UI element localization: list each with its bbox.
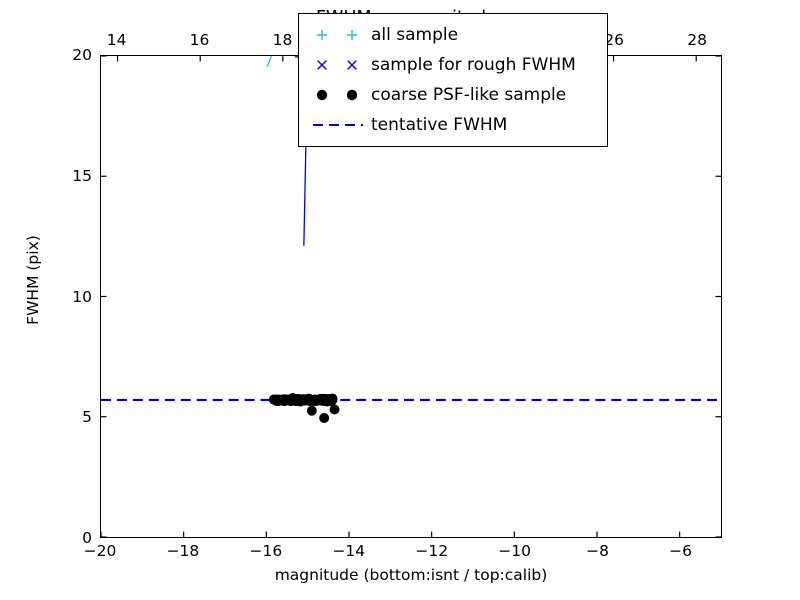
series-coarse-psf-sample	[268, 392, 340, 423]
x-tick-label: −8	[586, 542, 610, 560]
legend-label: sample for rough FWHM	[371, 54, 576, 75]
y-tick-label: 20	[72, 46, 92, 64]
x-tick-label: −20	[83, 542, 117, 560]
y-axis-label: FWHM (pix)	[24, 235, 42, 325]
y-tick-label: 15	[72, 166, 92, 185]
legend-marker-x-icon	[305, 50, 371, 80]
top-tick-label: 28	[687, 31, 707, 49]
legend-item: coarse PSF-like sample	[305, 80, 599, 110]
x-tick-label: −10	[498, 542, 532, 560]
x-tick-label: −12	[415, 542, 449, 560]
legend-label: all sample	[371, 24, 459, 45]
legend-item: tentative FWHM	[305, 110, 599, 140]
x-tick-label: −14	[332, 542, 366, 560]
legend-item: all sample	[305, 20, 599, 50]
scatter-plot-canvas	[101, 56, 721, 537]
legend-label: coarse PSF-like sample	[371, 84, 567, 105]
legend-marker-o-icon	[305, 80, 371, 110]
top-tick-label: 16	[189, 31, 210, 49]
x-tick-label: −6	[669, 542, 692, 560]
y-tick-label: 0	[82, 529, 92, 547]
x-axis-label: magnitude (bottom:isnt / top:calib)	[274, 566, 548, 584]
legend-marker-+-icon	[305, 20, 371, 50]
legend-label: tentative FWHM	[371, 114, 508, 135]
top-tick-label: 26	[604, 31, 625, 49]
y-axis-tick-labels: 0 5 10 15 20	[0, 0, 92, 600]
x-tick-label: −18	[166, 542, 200, 560]
series-all-sample	[266, 56, 272, 68]
top-tick-label: 14	[106, 31, 127, 49]
top-tick-label: 18	[272, 31, 293, 49]
legend-marker-dashed-line-icon	[305, 110, 371, 140]
y-tick-label: 10	[72, 287, 92, 306]
chart-legend: all sample sample for rough FWHM coarse PS…	[298, 13, 608, 147]
y-tick-label: 5	[82, 408, 92, 427]
x-tick-label: −16	[249, 542, 283, 560]
legend-item: sample for rough FWHM	[305, 50, 599, 80]
